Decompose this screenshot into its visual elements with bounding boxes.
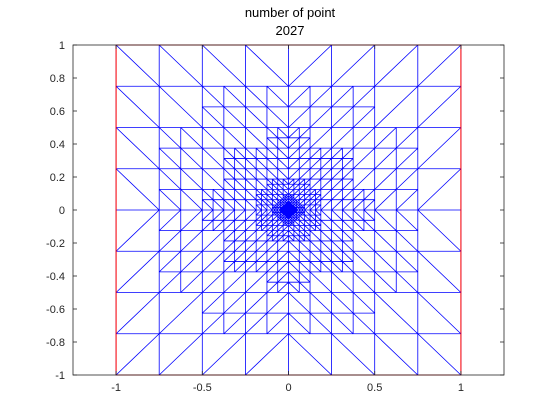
x-tick-label: 0 — [285, 382, 291, 394]
y-tick-label: 0.4 — [50, 139, 65, 151]
axes: -1 -0.5 0 0.5 1 -1 -0.8 -0.6 -0.4 -0.2 0 0.2 0.4 0.6 0… — [46, 40, 505, 394]
y-tick-label: 0.8 — [50, 73, 65, 85]
y-tick-label: 0 — [59, 205, 65, 217]
y-tick-label: -0.8 — [46, 337, 65, 349]
x-tick-label: 1 — [458, 382, 464, 394]
x-tick-label: -0.5 — [193, 382, 212, 394]
y-tick-label: -1 — [55, 370, 65, 382]
mesh-edges — [115, 44, 462, 376]
x-tick-label: 0.5 — [367, 382, 382, 394]
y-tick-label: -0.2 — [46, 238, 65, 250]
y-tick-label: 1 — [59, 40, 65, 52]
y-tick-label: -0.6 — [46, 304, 65, 316]
y-tick-label: 0.6 — [50, 106, 65, 118]
chart-title-line-1: number of point — [244, 5, 336, 20]
chart-title-line-2: 2027 — [275, 23, 305, 38]
y-tick-label: 0.2 — [50, 172, 65, 184]
mesh-layer — [115, 44, 462, 376]
y-tick-label: -0.4 — [46, 271, 65, 283]
x-tick-label: -1 — [111, 382, 121, 394]
